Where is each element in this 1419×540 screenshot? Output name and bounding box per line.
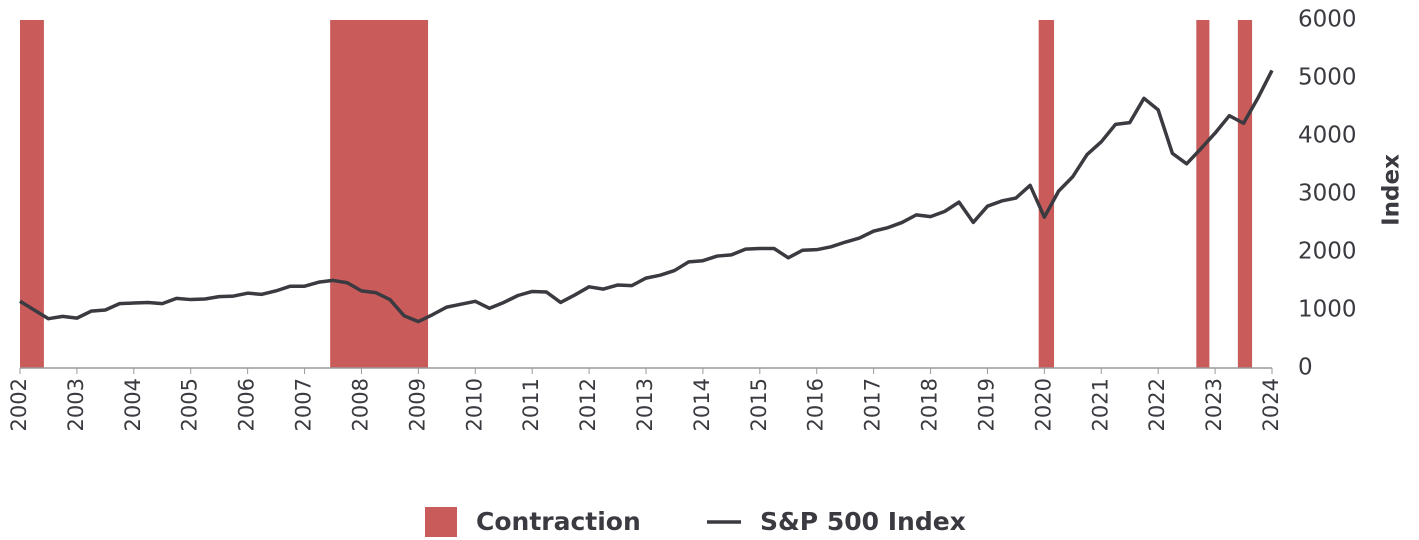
x-tick-label: 2017 bbox=[861, 378, 885, 431]
y-tick-label: 1000 bbox=[1298, 297, 1357, 323]
x-tick-label: 2014 bbox=[690, 378, 714, 431]
y-tick-label: 6000 bbox=[1298, 7, 1357, 33]
x-tick-label: 2010 bbox=[462, 378, 486, 431]
contraction-band bbox=[330, 20, 429, 368]
x-tick-label: 2008 bbox=[348, 378, 372, 431]
y-tick-label: 4000 bbox=[1298, 123, 1357, 149]
x-tick-label: 2021 bbox=[1088, 378, 1112, 431]
x-tick-label: 2022 bbox=[1145, 378, 1169, 431]
contraction-band bbox=[20, 20, 44, 368]
x-tick-label: 2003 bbox=[64, 378, 88, 431]
x-tick-label: 2023 bbox=[1202, 378, 1226, 431]
x-tick-label: 2019 bbox=[974, 378, 998, 431]
x-tick-label: 2016 bbox=[804, 378, 828, 431]
x-tick-label: 2020 bbox=[1031, 378, 1055, 431]
contraction-band bbox=[1196, 20, 1210, 368]
contraction-band bbox=[1038, 20, 1055, 368]
x-tick-label: 2024 bbox=[1259, 378, 1283, 431]
x-tick-label: 2018 bbox=[918, 378, 942, 431]
line bbox=[19, 69, 1274, 324]
legend-label: S&P 500 Index bbox=[760, 507, 966, 536]
y-tick-label: 3000 bbox=[1298, 181, 1357, 207]
y-tick-label: 5000 bbox=[1298, 65, 1357, 91]
x-tick-label: 2011 bbox=[519, 378, 543, 431]
x-tick-label: 2007 bbox=[292, 378, 316, 431]
x-tick-label: 2012 bbox=[576, 378, 600, 431]
x-tick-label: 2002 bbox=[7, 378, 31, 431]
x-tick-label: 2015 bbox=[747, 378, 771, 431]
y-tick-label: 2000 bbox=[1298, 239, 1357, 265]
x-tick-label: 2006 bbox=[235, 378, 259, 431]
legend-swatch bbox=[425, 507, 457, 537]
y-tick-label: 0 bbox=[1298, 355, 1313, 381]
x-tick-label: 2013 bbox=[633, 378, 657, 431]
x-tick-label: 2009 bbox=[405, 378, 429, 431]
x-tick-label: 2005 bbox=[178, 378, 202, 431]
legend-label: Contraction bbox=[476, 507, 641, 536]
contraction-band bbox=[1237, 20, 1253, 368]
y-axis-title: Index bbox=[1379, 154, 1405, 226]
x-tick-label: 2004 bbox=[121, 378, 145, 431]
